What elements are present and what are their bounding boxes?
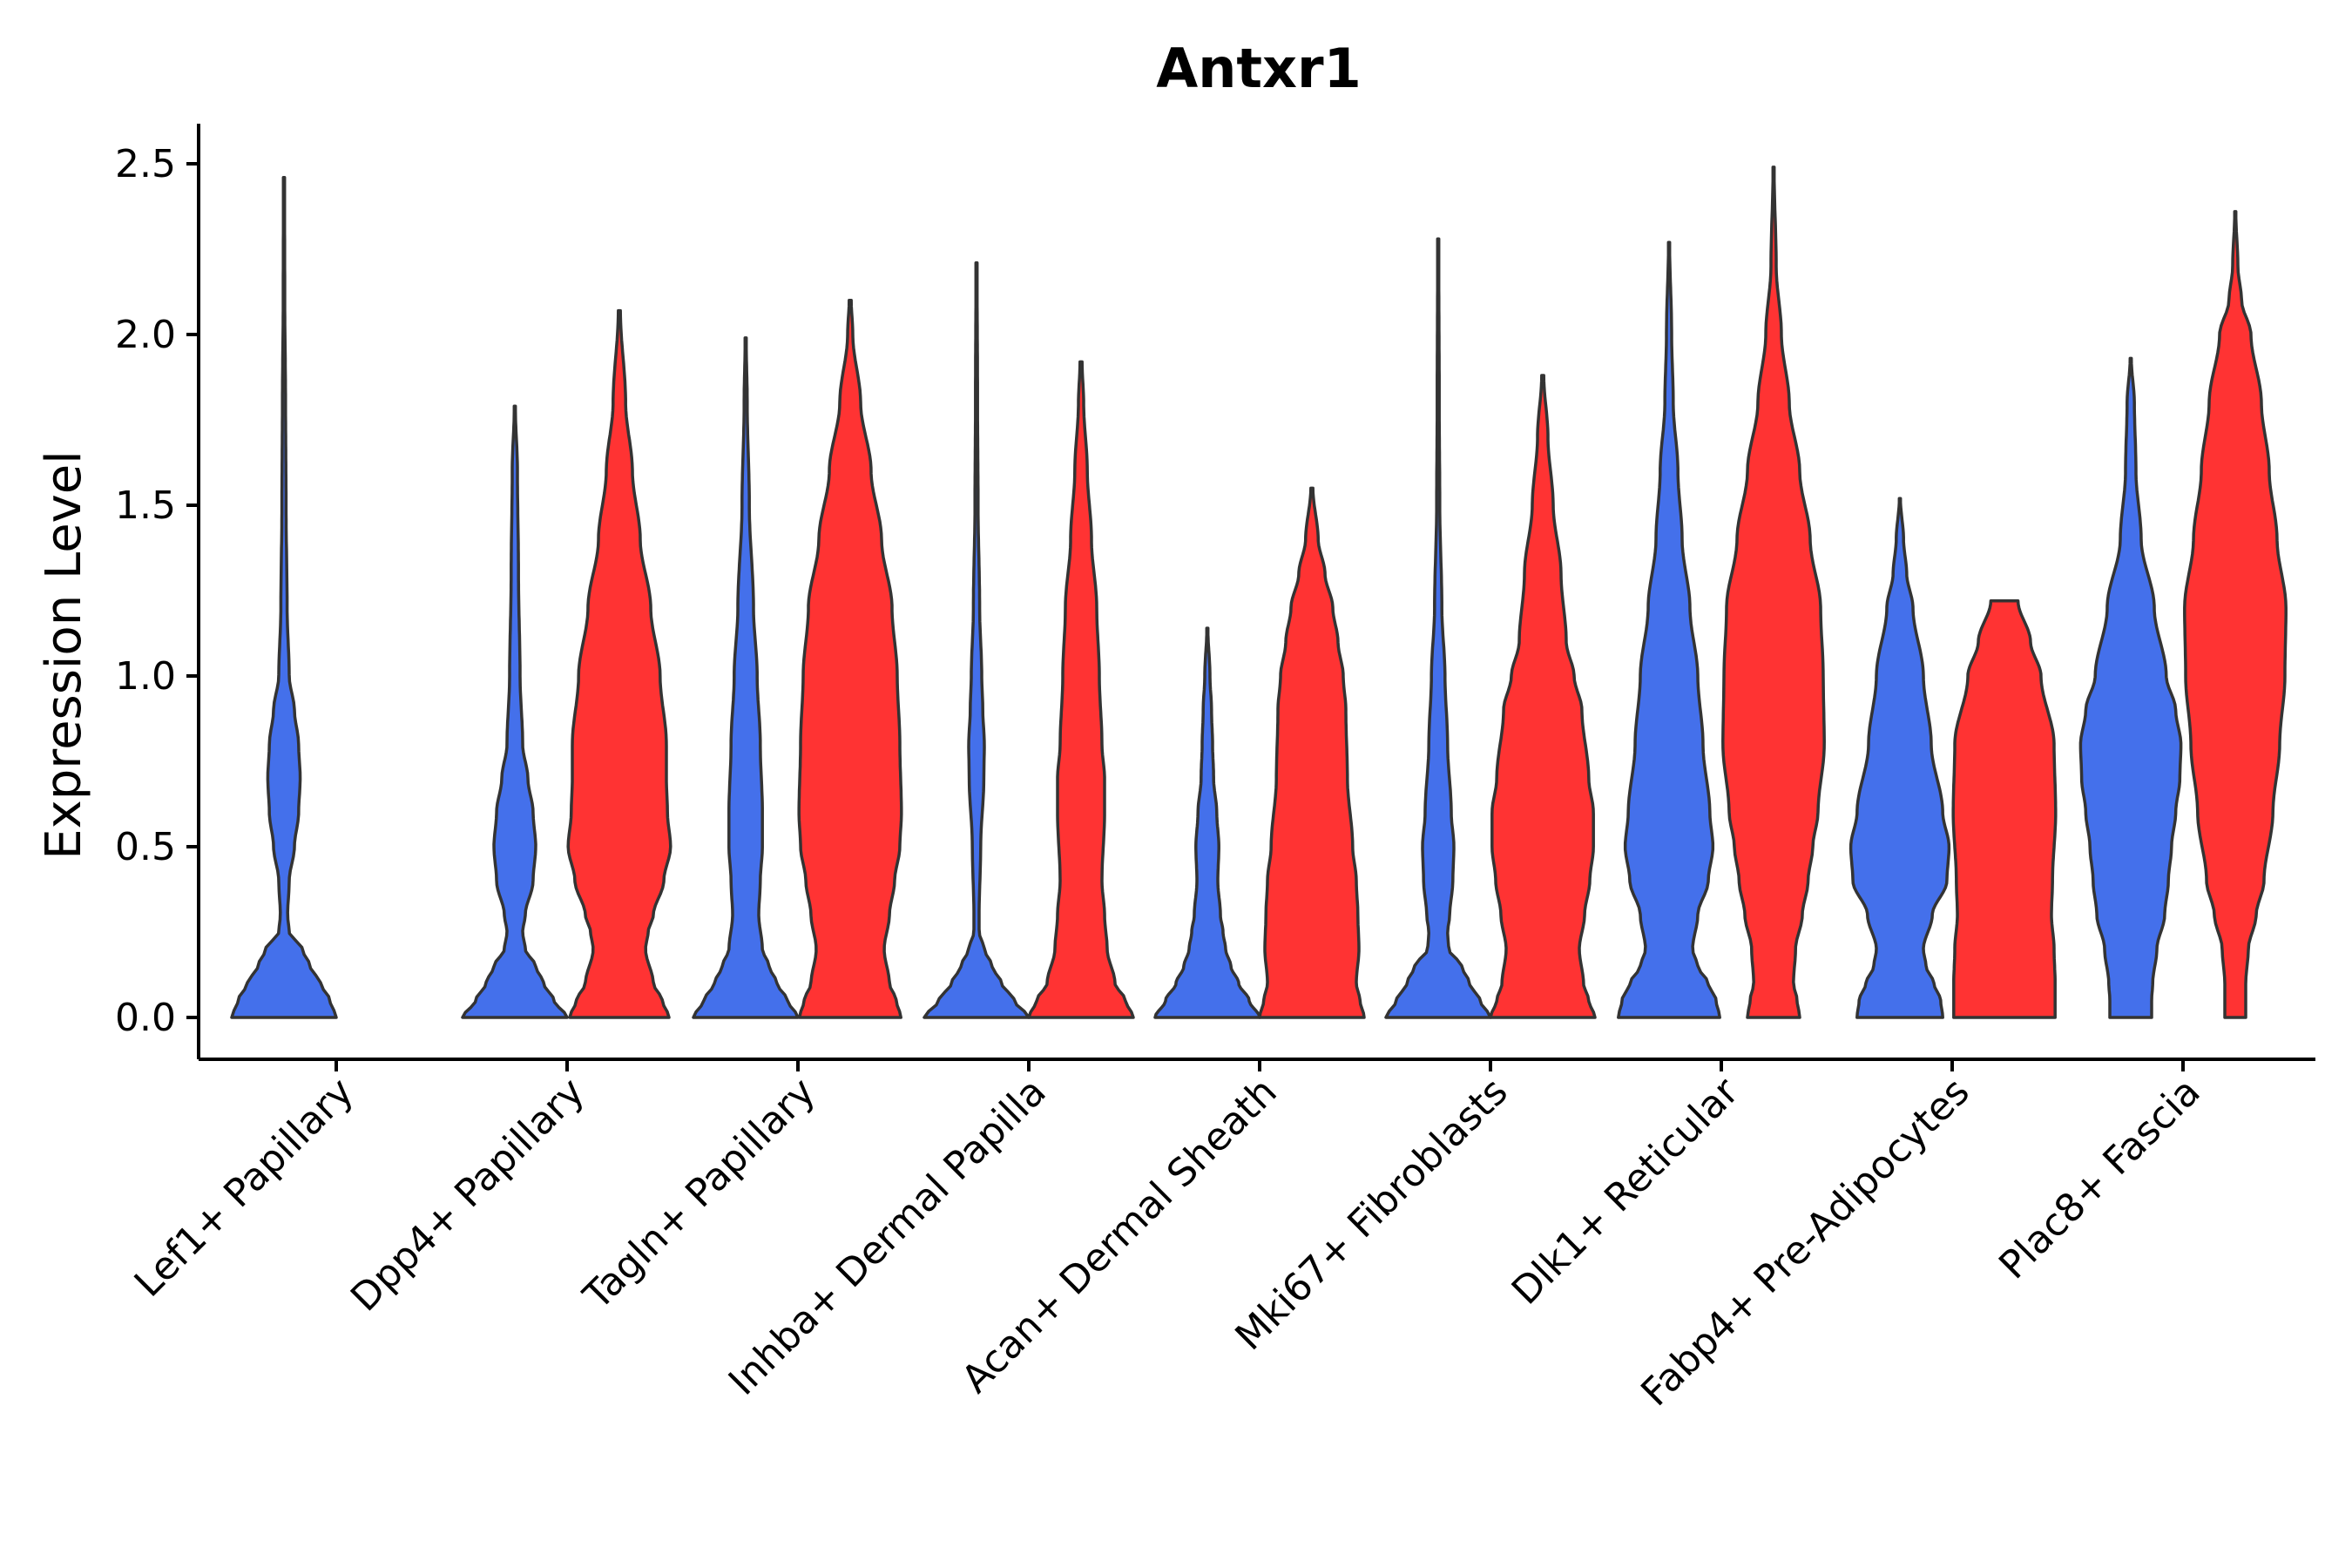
y-tick-label: 0.0: [115, 996, 176, 1040]
violin-group-2-tagln-papillary: [797, 299, 903, 1019]
violin-group-2-acan-dermal-sheath: [1258, 486, 1366, 1019]
violin-group-1-dpp4-papillary: [461, 404, 569, 1019]
y-tick-label: 2.0: [115, 313, 176, 357]
y-tick-label: 1.5: [115, 483, 176, 528]
y-tick-label: 2.5: [115, 142, 176, 186]
chart-title: Antxr1: [1156, 37, 1361, 100]
violin-group-1-lef1-papillary: [230, 175, 338, 1019]
y-axis-label: Expression Level: [36, 450, 92, 860]
x-tick-label: Lef1+ Papillary: [126, 1070, 362, 1306]
y-tick-label: 1.0: [115, 654, 176, 699]
x-tick-label: Dlk1+ Reticular: [1504, 1069, 1748, 1314]
x-tick-label: Dpp4+ Papillary: [342, 1070, 593, 1321]
violin-group-2-inhba-dermal-papilla: [1027, 360, 1135, 1019]
violin-group-1-tagln-papillary: [692, 336, 800, 1019]
violin-group-1-fabp4-pre-adipocytes: [1848, 497, 1951, 1019]
violin-group-2-mki67-fibroblasts: [1489, 374, 1597, 1019]
violin-group-1-plac8-fascia: [2078, 356, 2183, 1019]
violin-group-1-mki67-fibroblasts: [1384, 237, 1492, 1019]
violin-group-2-plac8-fascia: [2183, 210, 2288, 1019]
x-tick-label: Plac8+ Fascia: [1990, 1070, 2209, 1288]
y-tick-label: 0.5: [115, 825, 176, 869]
violin-group-2-dpp4-papillary: [566, 308, 672, 1019]
x-tick-label: Tagln+ Papillary: [575, 1070, 824, 1319]
violin-group-1-inhba-dermal-papilla: [923, 260, 1031, 1019]
violins-group: [230, 166, 2288, 1019]
violin-group-2-fabp4-pre-adipocytes: [1951, 599, 2058, 1019]
violin-group-1-acan-dermal-sheath: [1153, 626, 1261, 1019]
violin-group-1-dlk1-reticular: [1617, 240, 1721, 1019]
violin-group-2-dlk1-reticular: [1721, 166, 1826, 1019]
